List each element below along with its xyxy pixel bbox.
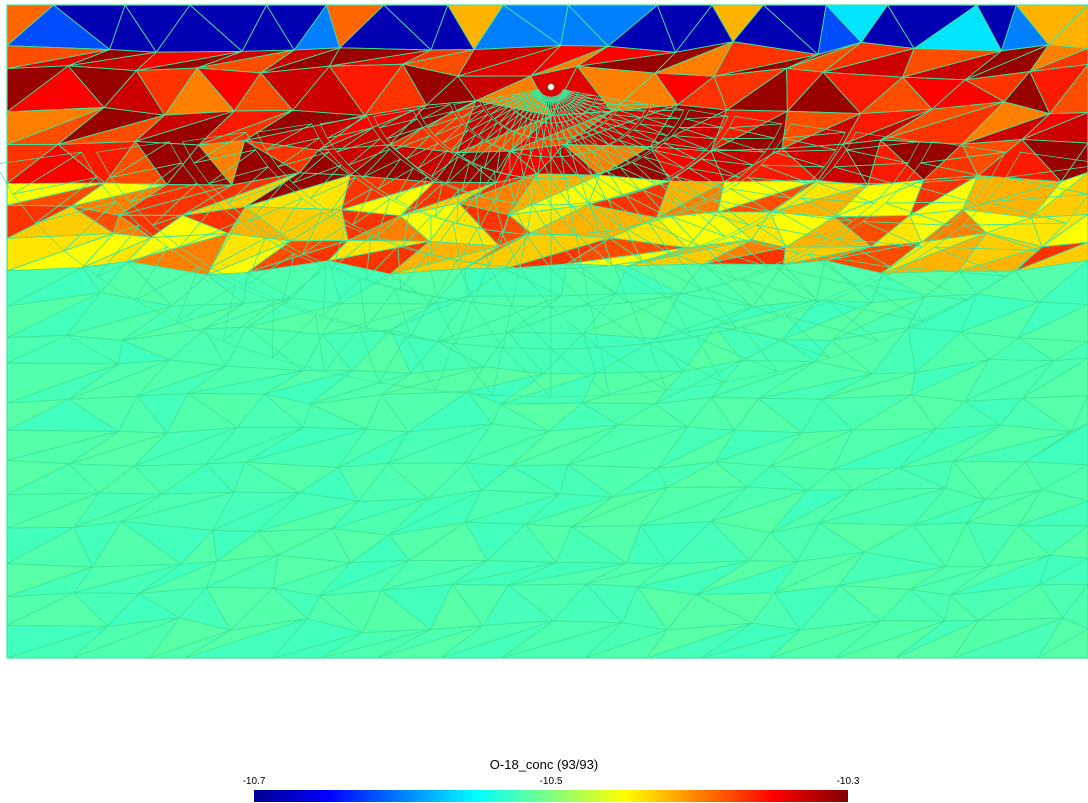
refined-mesh-cell bbox=[523, 89, 540, 96]
refined-mesh-cell bbox=[181, 131, 247, 164]
refined-mesh-fan bbox=[0, 89, 1088, 398]
refined-mesh-cell bbox=[504, 92, 524, 100]
colorbar-tick-label: -10.5 bbox=[539, 776, 563, 787]
refined-mesh-cell bbox=[0, 151, 82, 195]
source-point-marker bbox=[547, 83, 555, 91]
refined-mesh-cell bbox=[96, 141, 170, 179]
refined-mesh-cell bbox=[417, 104, 451, 120]
refined-mesh-cell bbox=[373, 109, 414, 129]
refined-mesh-cell bbox=[256, 123, 312, 151]
colorbar bbox=[254, 790, 848, 802]
mesh-cells bbox=[0, 3, 1088, 659]
colorbar-tick-label: -10.7 bbox=[242, 776, 266, 787]
colorbar-tick-label: -10.3 bbox=[836, 776, 860, 787]
mesh-plot bbox=[0, 3, 1088, 659]
refined-mesh-cell bbox=[319, 115, 368, 139]
domain-border bbox=[6, 4, 1088, 659]
colorbar-gradient bbox=[254, 790, 848, 802]
refined-mesh-cell bbox=[453, 99, 480, 112]
refined-mesh-cell bbox=[481, 95, 504, 106]
colorbar-title: O-18_conc (93/93) bbox=[489, 757, 599, 772]
